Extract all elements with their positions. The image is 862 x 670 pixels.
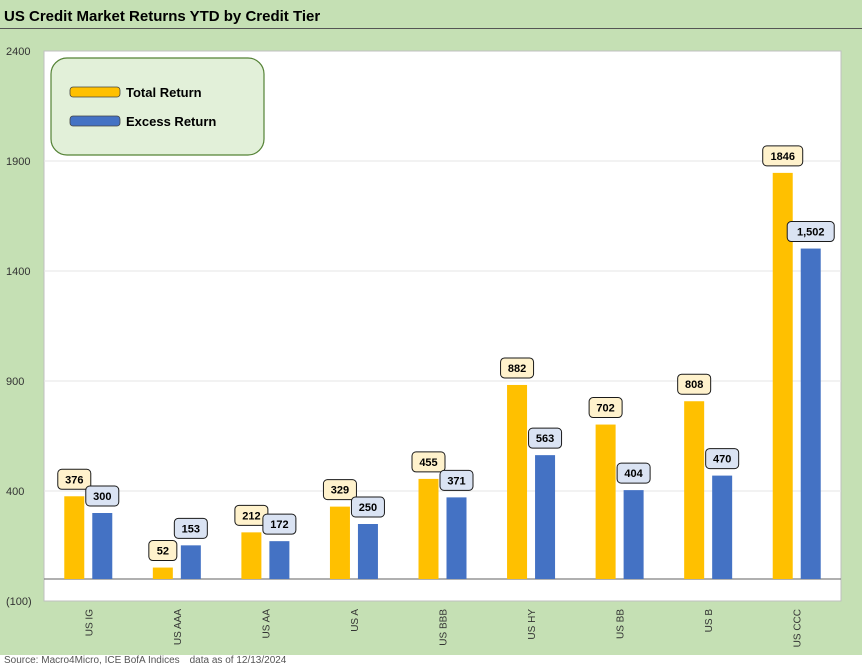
- bar-total-return: [684, 401, 705, 579]
- data-label-box-total-return: [322, 479, 357, 501]
- legend-swatch-excess-return: [69, 115, 121, 127]
- bar-excess-return: [92, 513, 113, 579]
- y-tick-label: 1900: [6, 156, 30, 168]
- bar-excess-return: [623, 490, 644, 579]
- y-tick-label: 900: [6, 376, 24, 388]
- data-label-total-return: 702: [596, 403, 614, 415]
- data-label-total-return: 376: [65, 474, 83, 486]
- data-label-total-return: 808: [685, 379, 703, 391]
- data-label-total-return: 455: [419, 457, 437, 469]
- legend-swatch-total-return: [69, 86, 121, 98]
- x-tick-label: US A: [350, 609, 361, 632]
- y-tick-label: (100): [6, 596, 32, 608]
- bar-excess-return: [269, 541, 290, 579]
- data-label-excess-return: 153: [182, 523, 200, 535]
- data-label-box-excess-return: [173, 517, 208, 539]
- data-label-total-return: 212: [242, 510, 260, 522]
- source-note: Source: Macro4Micro, ICE BofA Indices dat…: [4, 655, 286, 666]
- x-axis: US IG US AAA US AA US A US BBB US HY US BB US B…: [84, 609, 803, 648]
- data-label-box-excess-return: [528, 427, 563, 449]
- data-label-excess-return: 172: [270, 519, 288, 531]
- data-label-excess-return: 1,502: [797, 227, 825, 239]
- legend: Total Return Excess Return: [50, 57, 265, 156]
- data-label-total-return: 52: [157, 546, 169, 558]
- source-text: Source: Macro4Micro, ICE BofA Indices: [4, 655, 180, 666]
- data-label-box-excess-return: [350, 496, 385, 518]
- bar-total-return: [772, 172, 793, 579]
- x-tick-label: US CCC: [793, 609, 804, 647]
- legend-box: [50, 57, 265, 156]
- data-label-box-excess-return: [439, 469, 474, 491]
- bar-total-return: [241, 532, 262, 579]
- data-label-box-excess-return: [85, 485, 120, 507]
- bar-total-return: [418, 478, 439, 579]
- y-tick-label: 2400: [6, 46, 30, 58]
- data-label-box-excess-return: [786, 221, 835, 243]
- x-tick-label: US AAA: [173, 609, 184, 645]
- bar-total-return: [507, 384, 528, 579]
- data-label-total-return: 1846: [770, 151, 794, 163]
- data-label-total-return: 329: [331, 485, 349, 497]
- data-labels: 376 300 52 153 212 172 329 250 455 371 882 563 702 40…: [57, 145, 835, 562]
- data-label-box-total-return: [500, 357, 535, 379]
- bar-series: [64, 172, 821, 579]
- data-label-box-excess-return: [262, 513, 297, 535]
- bar-excess-return: [446, 497, 467, 579]
- data-label-box-total-return: [57, 468, 92, 490]
- as-of-date: data as of 12/13/2024: [189, 655, 287, 666]
- chart-title: US Credit Market Returns YTD by Credit T…: [4, 8, 321, 25]
- y-axis: (100) 400 900 1400 1900 2400: [6, 46, 32, 608]
- x-tick-label: US IG: [84, 609, 95, 636]
- x-tick-label: US B: [704, 609, 715, 633]
- data-label-excess-return: 371: [447, 475, 465, 487]
- bar-chart: (100) 400 900 1400 1900 2400 376 300 52 153 212 17…: [6, 46, 842, 648]
- bar-excess-return: [712, 475, 733, 579]
- legend-label-excess-return: Excess Return: [126, 114, 216, 129]
- bar-excess-return: [535, 455, 556, 579]
- bar-excess-return: [357, 524, 378, 579]
- data-label-excess-return: 250: [359, 502, 377, 514]
- data-label-excess-return: 563: [536, 433, 554, 445]
- bar-total-return: [329, 506, 350, 579]
- bar-excess-return: [180, 545, 201, 579]
- legend-label-total-return: Total Return: [126, 85, 202, 100]
- bar-total-return: [152, 567, 173, 579]
- data-label-excess-return: 300: [93, 491, 111, 503]
- data-label-box-total-return: [677, 373, 712, 395]
- bar-total-return: [64, 496, 85, 579]
- data-label-box-total-return: [411, 451, 446, 473]
- data-label-box-total-return: [762, 145, 804, 167]
- data-label-box-excess-return: [705, 448, 740, 470]
- data-label-box-excess-return: [616, 462, 651, 484]
- title-divider: [0, 28, 862, 29]
- data-label-excess-return: 470: [713, 454, 731, 466]
- data-label-box-total-return: [148, 540, 178, 562]
- x-tick-label: US BBB: [439, 609, 450, 646]
- bar-total-return: [595, 424, 616, 579]
- y-tick-label: 1400: [6, 266, 30, 278]
- y-tick-label: 400: [6, 486, 24, 498]
- data-label-total-return: 882: [508, 363, 526, 375]
- x-tick-label: US AA: [261, 609, 272, 639]
- x-tick-label: US BB: [616, 609, 627, 639]
- bar-excess-return: [800, 248, 821, 579]
- x-tick-label: US HY: [527, 609, 538, 640]
- data-label-box-total-return: [588, 397, 623, 419]
- data-label-excess-return: 404: [624, 468, 643, 480]
